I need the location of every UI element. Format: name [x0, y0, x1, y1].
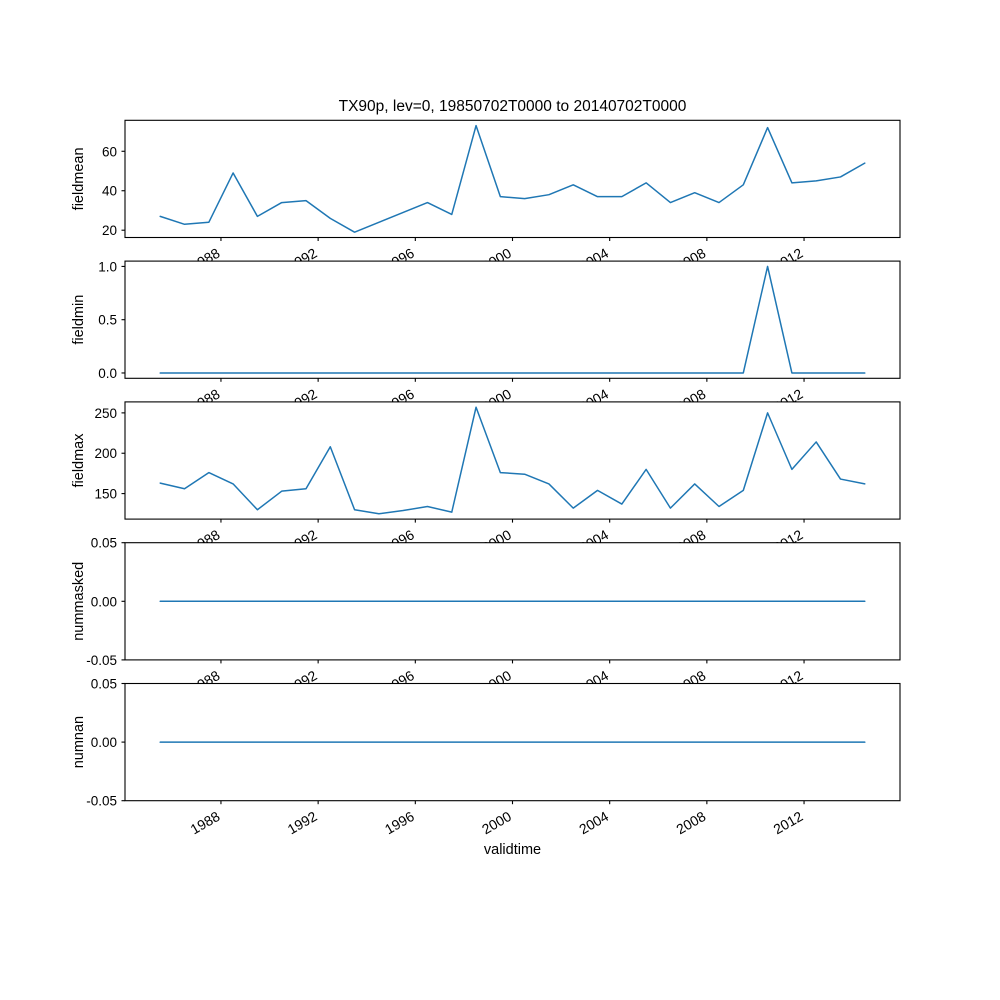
svg-text:fieldmean: fieldmean: [71, 147, 87, 210]
svg-text:nummasked: nummasked: [71, 562, 87, 641]
svg-text:20: 20: [102, 223, 117, 238]
svg-text:fieldmax: fieldmax: [71, 433, 87, 488]
svg-text:250: 250: [94, 406, 117, 421]
svg-text:0.05: 0.05: [91, 677, 117, 692]
svg-text:0.00: 0.00: [91, 735, 117, 750]
svg-text:numnan: numnan: [71, 716, 87, 768]
svg-text:0.00: 0.00: [91, 594, 117, 609]
svg-text:fieldmin: fieldmin: [71, 295, 87, 345]
svg-text:0.05: 0.05: [91, 536, 117, 551]
svg-text:60: 60: [102, 144, 117, 159]
svg-text:0.5: 0.5: [98, 313, 117, 328]
svg-text:-0.05: -0.05: [86, 794, 117, 809]
svg-text:TX90p, lev=0, 19850702T0000 to: TX90p, lev=0, 19850702T0000 to 20140702T…: [339, 98, 687, 115]
svg-text:200: 200: [94, 446, 117, 461]
svg-text:40: 40: [102, 184, 117, 199]
svg-text:150: 150: [94, 487, 117, 502]
svg-text:validtime: validtime: [484, 842, 541, 858]
svg-text:0.0: 0.0: [98, 366, 117, 381]
svg-text:-0.05: -0.05: [86, 653, 117, 668]
svg-text:1.0: 1.0: [98, 259, 117, 274]
